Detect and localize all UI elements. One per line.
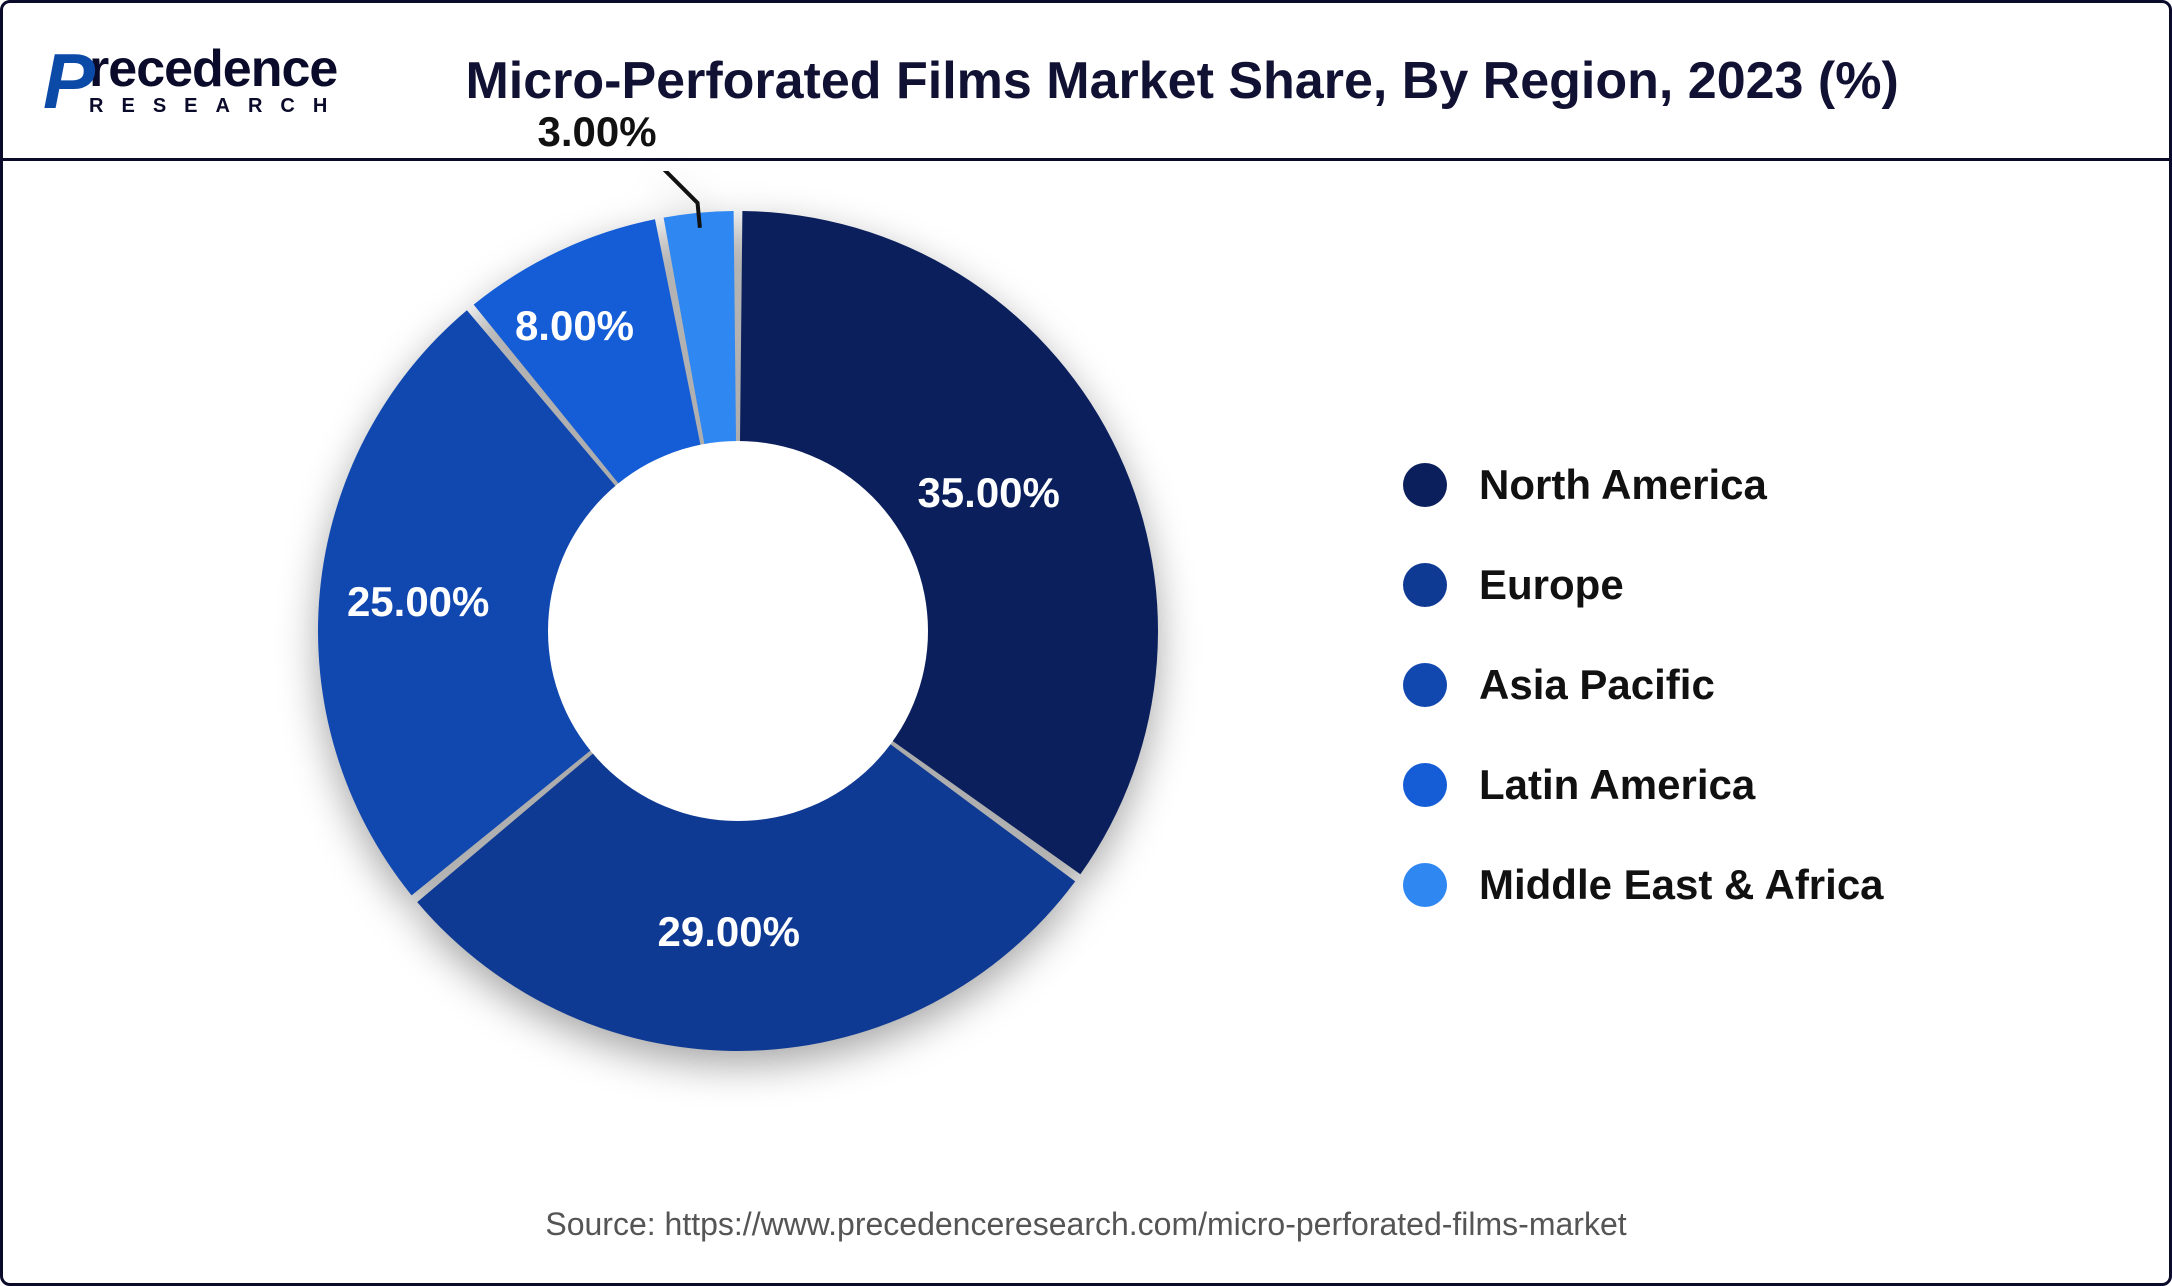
brand-logo: P recedence RESEARCH xyxy=(43,42,345,120)
legend-item-europe: Europe xyxy=(1403,561,1884,609)
slice-label-middle-east-africa: 3.00% xyxy=(538,108,657,156)
legend-label: Middle East & Africa xyxy=(1479,861,1884,909)
legend-swatch xyxy=(1403,663,1447,707)
chart-frame: P recedence RESEARCH Micro-Perforated Fi… xyxy=(0,0,2172,1286)
legend-swatch xyxy=(1403,463,1447,507)
logo-subtext: RESEARCH xyxy=(89,97,345,116)
logo-brand-name: recedence xyxy=(89,45,345,94)
legend-item-north-america: North America xyxy=(1403,461,1884,509)
logo-text-wrap: recedence RESEARCH xyxy=(89,45,345,115)
legend-label: North America xyxy=(1479,461,1767,509)
legend-label: Asia Pacific xyxy=(1479,661,1715,709)
logo-initial: P xyxy=(43,42,93,120)
chart-title: Micro-Perforated Films Market Share, By … xyxy=(395,51,2129,111)
legend-label: Latin America xyxy=(1479,761,1755,809)
header: P recedence RESEARCH Micro-Perforated Fi… xyxy=(3,3,2169,161)
legend-item-middle-east-africa: Middle East & Africa xyxy=(1403,861,1884,909)
source-citation: Source: https://www.precedenceresearch.c… xyxy=(3,1206,2169,1243)
slice-label-north-america: 35.00% xyxy=(917,469,1059,517)
legend-item-latin-america: Latin America xyxy=(1403,761,1884,809)
legend: North America Europe Asia Pacific Latin Ame… xyxy=(1403,461,1884,909)
legend-label: Europe xyxy=(1479,561,1624,609)
slice-label-asia-pacific: 25.00% xyxy=(347,578,489,626)
legend-swatch xyxy=(1403,563,1447,607)
legend-swatch xyxy=(1403,763,1447,807)
legend-swatch xyxy=(1403,863,1447,907)
legend-item-asia-pacific: Asia Pacific xyxy=(1403,661,1884,709)
chart-body: 35.00%29.00%25.00%8.00%3.00% North Ameri… xyxy=(3,161,2169,1283)
slice-label-latin-america: 8.00% xyxy=(515,302,634,350)
donut-hole xyxy=(548,441,928,821)
slice-label-europe: 29.00% xyxy=(657,908,799,956)
donut-chart: 35.00%29.00%25.00%8.00%3.00% xyxy=(278,171,1198,1091)
